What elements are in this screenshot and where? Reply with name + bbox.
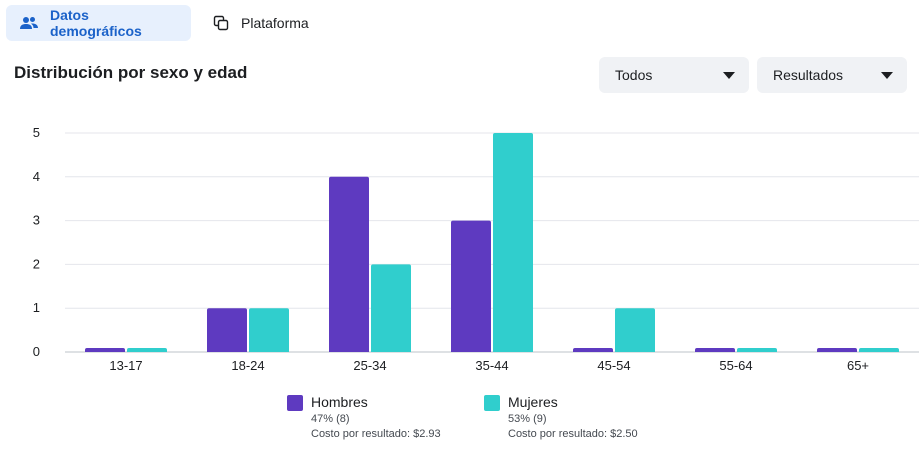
bar-mujeres-18-24[interactable] xyxy=(249,308,289,352)
y-tick-label: 2 xyxy=(33,256,40,271)
caret-down-icon xyxy=(881,71,893,79)
bar-mujeres-25-34[interactable] xyxy=(371,264,411,352)
x-tick-label: 55-64 xyxy=(719,358,752,373)
tab-demographics[interactable]: Datos demográficos xyxy=(6,5,191,41)
platform-icon xyxy=(213,15,229,31)
y-tick-label: 0 xyxy=(33,344,40,359)
x-tick-label: 35-44 xyxy=(475,358,508,373)
x-tick-label: 13-17 xyxy=(109,358,142,373)
metric-dropdown-value: Resultados xyxy=(773,67,844,83)
tab-demographics-label: Datos demográficos xyxy=(50,7,142,39)
y-tick-label: 3 xyxy=(33,213,40,228)
y-tick-label: 1 xyxy=(33,300,40,315)
legend-share: 47% (8) xyxy=(311,413,350,425)
bar-hombres-35-44[interactable] xyxy=(451,220,491,352)
bar-hombres-45-54[interactable] xyxy=(573,348,613,352)
legend-name: Hombres xyxy=(311,394,368,410)
section-title: Distribución por sexo y edad xyxy=(14,63,248,82)
filter-dropdown[interactable]: Todos xyxy=(599,57,749,93)
legend-cost: Costo por resultado: $2.50 xyxy=(508,428,638,440)
legend-item-hombres: Hombres 47% (8) Costo por resultado: $2.… xyxy=(287,392,441,442)
y-tick-label: 4 xyxy=(33,169,40,184)
x-tick-label: 18-24 xyxy=(231,358,264,373)
tab-bar: Datos demográficos Plataforma xyxy=(6,5,321,41)
caret-down-icon xyxy=(723,71,735,79)
bar-mujeres-45-54[interactable] xyxy=(615,308,655,352)
people-icon xyxy=(20,16,38,30)
legend-item-mujeres: Mujeres 53% (9) Costo por resultado: $2.… xyxy=(484,392,638,442)
bar-mujeres-35-44[interactable] xyxy=(493,133,533,352)
bar-hombres-18-24[interactable] xyxy=(207,308,247,352)
legend-swatch-mujeres xyxy=(484,395,500,411)
x-tick-label: 45-54 xyxy=(597,358,630,373)
bar-hombres-65+[interactable] xyxy=(817,348,857,352)
legend-share: 53% (9) xyxy=(508,413,547,425)
x-tick-label: 25-34 xyxy=(353,358,386,373)
bar-hombres-55-64[interactable] xyxy=(695,348,735,352)
bar-hombres-25-34[interactable] xyxy=(329,176,369,352)
tab-platform-label: Plataforma xyxy=(241,15,309,31)
bar-hombres-13-17[interactable] xyxy=(85,348,125,352)
bar-chart: 0 1 2 3 4 5 13-17 18-24 25-34 35-44 45-54 55-64 65+ xyxy=(33,125,919,373)
bar-mujeres-13-17[interactable] xyxy=(127,348,167,352)
tab-platform[interactable]: Plataforma xyxy=(199,5,321,41)
filter-dropdown-value: Todos xyxy=(615,67,653,83)
metric-dropdown[interactable]: Resultados xyxy=(757,57,907,93)
y-tick-label: 5 xyxy=(33,125,40,140)
bar-mujeres-65+[interactable] xyxy=(859,348,899,352)
legend-cost: Costo por resultado: $2.93 xyxy=(311,428,441,440)
bar-mujeres-55-64[interactable] xyxy=(737,348,777,352)
legend-swatch-hombres xyxy=(287,395,303,411)
x-tick-label: 65+ xyxy=(847,358,869,373)
legend-name: Mujeres xyxy=(508,394,558,410)
